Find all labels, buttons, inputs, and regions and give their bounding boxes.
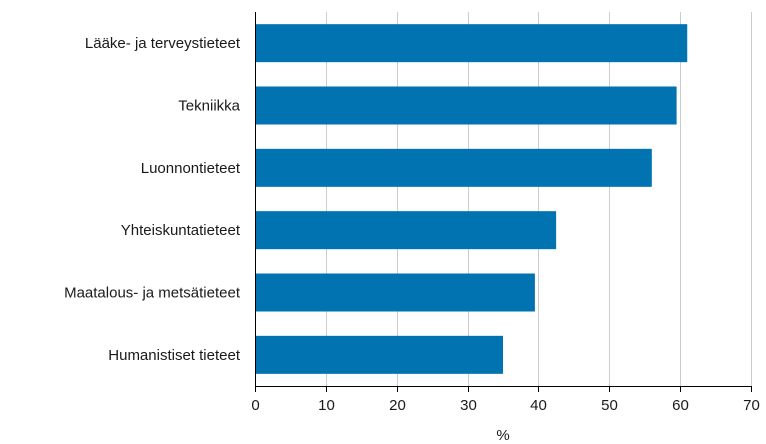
bar [255,24,688,63]
category-label: Humanistiset tieteet [108,347,241,364]
category-labels: Lääke- ja terveystieteet Tekniikka Luonnon… [64,35,241,364]
x-tick-label: 30 [460,397,477,414]
category-label: Maatalous- ja metsätieteet [64,285,241,302]
x-tick-label: 40 [530,397,547,414]
axes [255,12,752,387]
bar [255,335,503,374]
bar [255,148,652,187]
x-axis-title: % [496,427,509,444]
x-tick-labels: 0 10 20 30 40 50 60 70 [251,397,760,414]
x-tick-label: 10 [318,397,335,414]
bar [255,273,535,312]
category-label: Yhteiskuntatieteet [121,222,241,239]
category-label: Lääke- ja terveystieteet [85,35,241,52]
grid-lines [255,12,752,392]
x-tick-label: 50 [601,397,618,414]
x-tick-label: 70 [743,397,760,414]
category-label: Tekniikka [178,98,240,115]
x-tick-label: 20 [389,397,406,414]
bar [255,211,557,250]
bar [255,86,677,125]
x-tick-label: 60 [672,397,689,414]
x-tick-label: 0 [251,397,259,414]
bars [255,24,688,374]
category-label: Luonnontieteet [141,160,241,177]
